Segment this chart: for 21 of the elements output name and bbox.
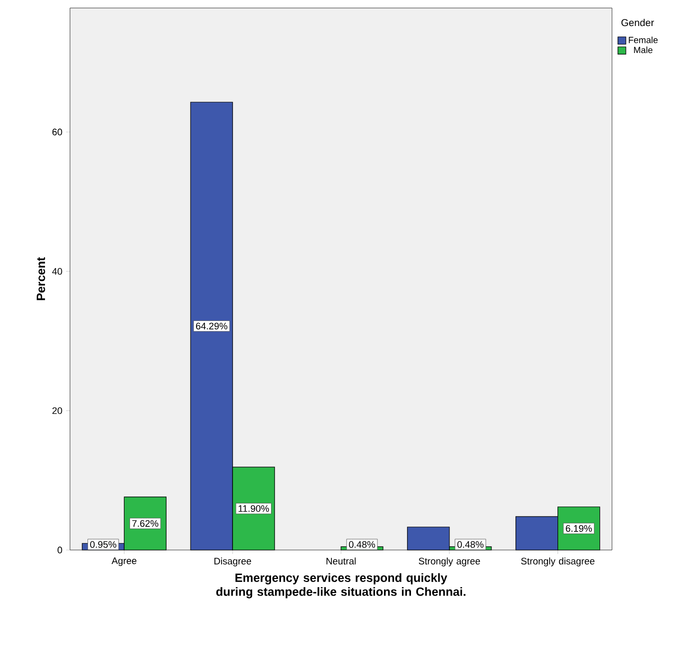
- x-tick-label: Strongly disagree: [521, 558, 594, 566]
- data-label: 11.90%: [238, 505, 269, 512]
- legend-title: Gender: [621, 18, 654, 26]
- x-tick-label: Strongly agree: [418, 558, 480, 566]
- data-label: 64.29%: [196, 322, 228, 330]
- y-tick-label: 60: [52, 128, 62, 136]
- x-tick-label: Agree: [112, 558, 136, 566]
- x-tick-label: Neutral: [326, 558, 356, 564]
- data-label: 7.62%: [132, 520, 158, 527]
- x-tick-label: Disagree: [214, 558, 252, 566]
- y-axis-title: Percent: [36, 257, 46, 300]
- data-label: 0.48%: [348, 541, 376, 548]
- data-label: 6.19%: [566, 525, 592, 532]
- legend-label: Female: [628, 36, 658, 44]
- y-tick-label: 0: [58, 546, 62, 554]
- data-label: 0.95%: [90, 541, 116, 548]
- legend-label: Male: [634, 46, 652, 54]
- data-label: 0.48%: [457, 541, 484, 548]
- y-tick-label: 20: [52, 407, 62, 414]
- y-tick-label: 40: [52, 268, 62, 275]
- x-axis-title: Emergency services respond quickly during stampede-like situations in Chennai.: [216, 573, 466, 598]
